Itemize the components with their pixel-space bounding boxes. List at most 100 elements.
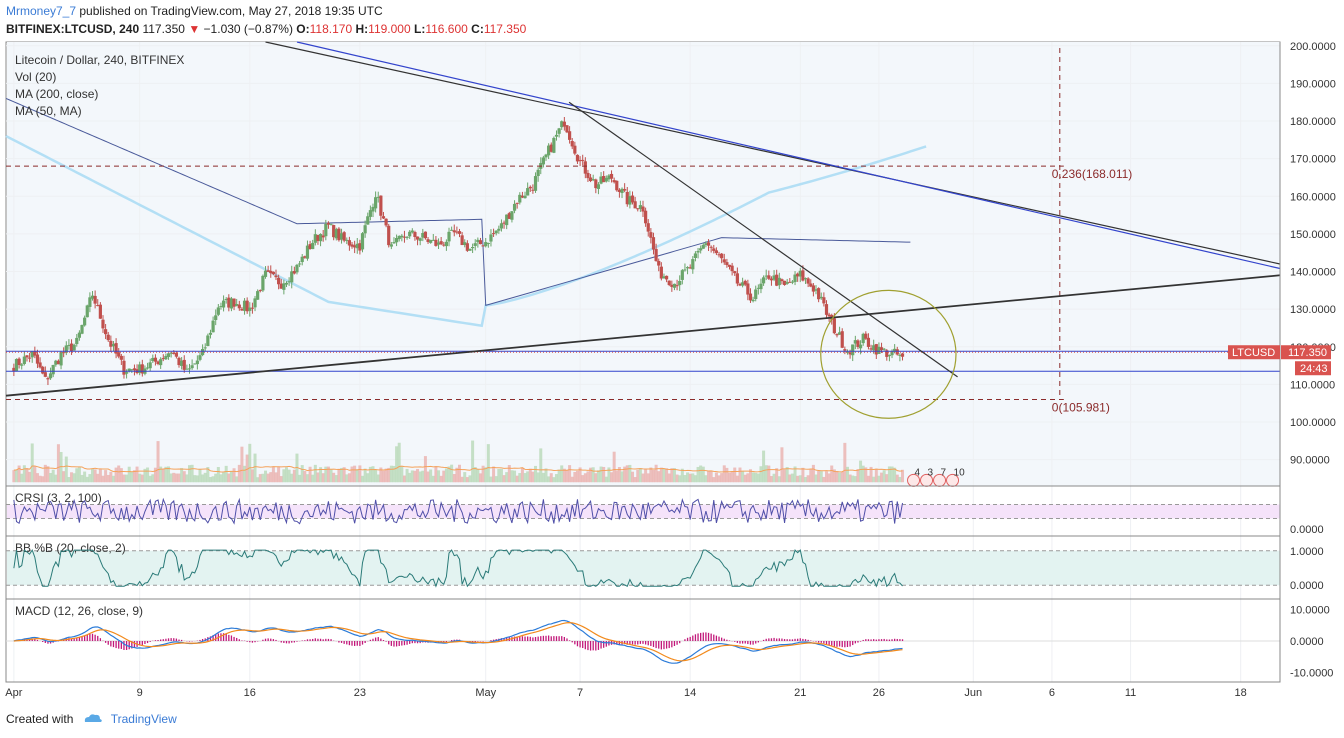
candle-body [840, 331, 844, 348]
volume-bar [712, 477, 716, 483]
price-tick-label: 100.0000 [1290, 417, 1336, 429]
candle-body [617, 189, 622, 192]
candle-body [759, 283, 763, 290]
volume-bar [130, 472, 134, 483]
legend-title: Litecoin / Dollar, 240, BITFINEX [15, 53, 184, 67]
candle-body [824, 304, 829, 315]
candle-body [415, 236, 420, 240]
volume-bar [872, 476, 876, 483]
tradingview-link[interactable]: TradingView [110, 712, 177, 726]
volume-bar [484, 467, 488, 483]
time-axis: Apr 9 16 23 May 7 14 21 26 Jun 6 11 18 [5, 681, 1280, 699]
candle-body [683, 269, 687, 271]
candle-body [596, 184, 601, 189]
candle-body [727, 264, 732, 267]
candle-body [148, 362, 152, 369]
trendline-upper-black [265, 41, 1281, 265]
candle-body [436, 242, 441, 245]
volume-bar [699, 465, 703, 483]
indicator-legend: MACD (12, 26, close, 9) [15, 604, 143, 618]
candle-body [636, 208, 640, 210]
volume-bar [334, 475, 338, 483]
volume-bar [237, 464, 241, 483]
trendline-upper-blue [296, 41, 1281, 270]
volume-bar [408, 472, 412, 483]
volume-bar [368, 466, 372, 483]
candle-body [227, 297, 231, 308]
volume-bar [17, 465, 21, 483]
candle-body [887, 355, 892, 357]
drawings[interactable]: 0.236(168.011) 0(105.981) 4 3 7 10 [5, 41, 1281, 487]
time-tick-label: 6 [1049, 687, 1055, 699]
candle-body [502, 222, 506, 224]
candle-body [743, 280, 747, 285]
volume-bar [374, 469, 378, 483]
candle-body [769, 278, 774, 281]
candle-body [12, 367, 16, 372]
high-value: 119.000 [368, 22, 411, 36]
volume-bar [801, 467, 805, 483]
volume-bar [321, 473, 325, 483]
volume-bar [617, 467, 621, 483]
author-link[interactable]: Mrmoney7_7 [6, 4, 77, 18]
price-tick-label: 90.0000 [1290, 455, 1330, 467]
volume-bar [746, 473, 750, 483]
volume-bar [733, 467, 737, 483]
candle-body [670, 284, 674, 287]
candle-body [216, 307, 220, 315]
volume-bar [796, 475, 800, 483]
candle-body [402, 236, 407, 238]
candle-body [274, 275, 278, 278]
candle-body [486, 242, 490, 244]
candle-body [882, 348, 886, 350]
chart-canvas[interactable]: 0.236(168.011)0(105.981)4 3 7 10 0.0000CRSI… [0, 40, 1344, 708]
candle-body [651, 237, 656, 250]
candle-body [630, 195, 635, 203]
volume-bar [201, 474, 205, 483]
candle-body [505, 214, 509, 226]
crsi-line [13, 497, 904, 525]
candle-body [421, 233, 425, 238]
candle-body [709, 246, 713, 248]
candle-body [688, 267, 692, 269]
volume-bar [371, 466, 375, 483]
volume-bar [51, 469, 55, 483]
macd-line [13, 619, 903, 664]
volume-bar [476, 469, 480, 483]
candle-body [712, 248, 716, 251]
candle-body [657, 260, 661, 266]
candle-body [625, 191, 629, 205]
time-tick-label: 23 [354, 687, 366, 699]
volume-bar [227, 473, 231, 483]
candle-body [869, 348, 873, 350]
volume-bar [591, 467, 595, 483]
volume-bar [245, 454, 249, 483]
time-tick-label: 18 [1235, 687, 1247, 699]
volume-bar [282, 469, 286, 483]
volume-bar [381, 470, 385, 483]
candle-body [214, 315, 218, 321]
symbol-label: BITFINEX:LTCUSD, 240 [6, 22, 140, 36]
volume-bar [96, 473, 100, 483]
candle-body [80, 324, 84, 334]
volume-bar [659, 467, 663, 483]
candle-body [680, 270, 684, 280]
candle-body [389, 244, 393, 247]
volume-bar [303, 470, 307, 483]
volume-bar [431, 475, 435, 483]
candle-body [240, 308, 244, 311]
event-marker-count: 4 [915, 467, 921, 478]
volume-bar [88, 474, 92, 483]
candle-body [190, 365, 194, 369]
volume-bar [518, 473, 522, 483]
candle-body [30, 351, 34, 358]
candle-body [782, 280, 787, 285]
volume-bar [575, 470, 579, 483]
volume-bar [266, 473, 270, 483]
candle-body [775, 274, 779, 286]
volume-bar [22, 465, 26, 483]
volume-bar [232, 468, 236, 483]
candle-body [347, 240, 352, 246]
volume-bar [843, 442, 847, 483]
candle-body [151, 357, 155, 362]
